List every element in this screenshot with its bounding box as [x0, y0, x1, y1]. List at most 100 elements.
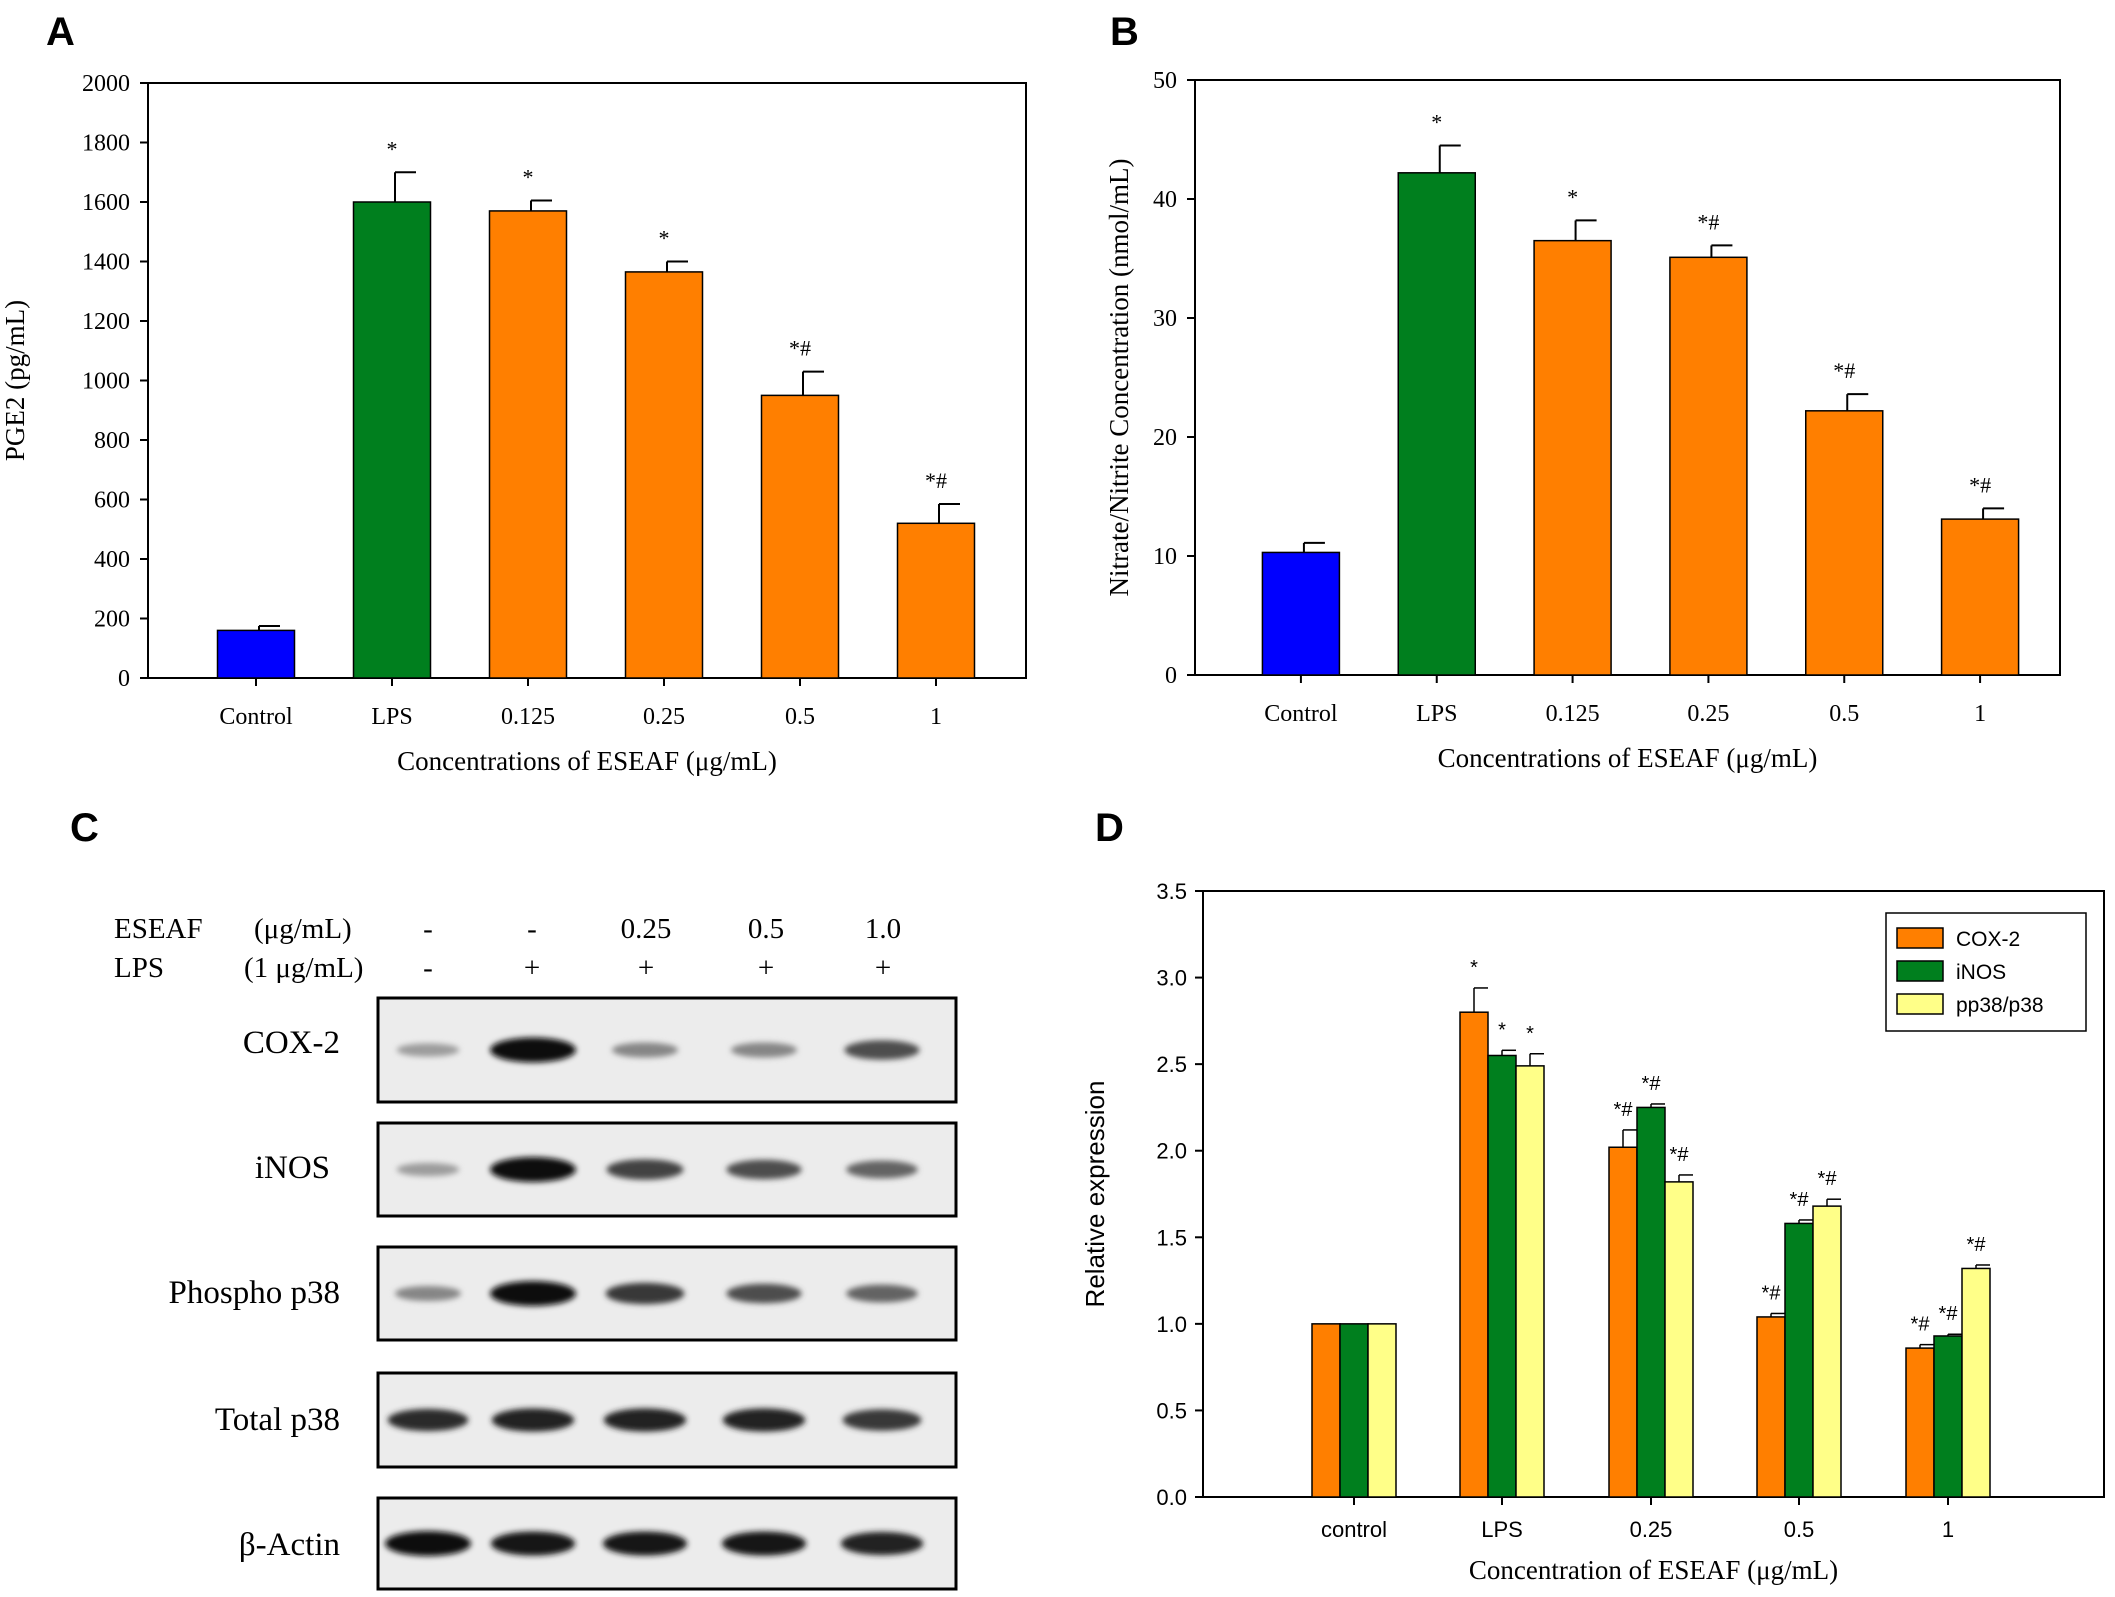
legend-swatch	[1896, 960, 1944, 982]
x-tick-label: 0.125	[1546, 701, 1600, 727]
bar-pp38-p38	[1664, 1181, 1694, 1498]
significance-label: *	[1526, 1023, 1534, 1045]
legend: COX-2 iNOS pp38/p38	[1885, 912, 2087, 1032]
y-tick-label: 10	[1153, 544, 1177, 570]
significance-label: *	[1431, 109, 1442, 134]
y-tick-label: 0.0	[1156, 1485, 1187, 1510]
blot-band	[385, 1531, 471, 1556]
blot-band	[490, 1531, 576, 1556]
lps-value: +	[523, 952, 541, 984]
blot-band	[726, 1283, 802, 1304]
x-tick-label: 0.125	[501, 704, 555, 730]
significance-label: *#	[1818, 1168, 1838, 1190]
y-tick-label: 3.5	[1156, 879, 1187, 904]
lps-value: -	[423, 952, 433, 984]
bar	[760, 394, 840, 679]
bar-cox-2	[1756, 1316, 1786, 1498]
blot-band	[606, 1159, 684, 1180]
blot-band	[846, 1284, 918, 1303]
bar-cox-2	[1311, 1323, 1341, 1498]
significance-label: *#	[1967, 1234, 1987, 1256]
blot-band	[491, 1408, 575, 1432]
eseaf-header-label: ESEAF	[114, 913, 203, 945]
bar	[1261, 551, 1341, 676]
bar-inos	[1933, 1335, 1963, 1498]
eseaf-value: 0.25	[620, 913, 672, 945]
x-axis-label: Concentration of ESEAF (μg/mL)	[1469, 1555, 1838, 1585]
significance-label: *	[1498, 1019, 1506, 1041]
blot-band	[490, 1281, 576, 1306]
significance-label: *#	[1614, 1099, 1634, 1121]
bar-cox-2	[1608, 1146, 1638, 1498]
y-tick-label: 400	[94, 547, 130, 573]
y-tick-label: 50	[1153, 68, 1177, 94]
significance-label: *#	[1642, 1073, 1662, 1095]
x-tick-label: 1	[1974, 701, 1986, 727]
lps-header-label: LPS	[114, 952, 164, 984]
y-tick-label: 0.5	[1156, 1398, 1187, 1423]
blot-band	[730, 1042, 798, 1058]
western-blot-panel: ESEAF (μg/mL) LPS (1 μg/mL) - - 0.25 0.5…	[0, 800, 1060, 1597]
y-tick-label: 1.5	[1156, 1225, 1187, 1250]
lps-header-unit: (1 μg/mL)	[244, 952, 364, 984]
x-tick-label: LPS	[1481, 1517, 1523, 1542]
significance-label: *#	[1969, 472, 1991, 497]
y-tick-label: 3.0	[1156, 966, 1187, 991]
blot-band	[490, 1157, 576, 1182]
blot-band	[396, 1162, 460, 1177]
significance-label: *	[1567, 184, 1578, 209]
y-tick-label: 800	[94, 428, 130, 454]
x-tick-label: Control	[219, 704, 293, 730]
lps-value: +	[874, 952, 892, 984]
y-tick-label: 0	[1165, 663, 1177, 689]
blot-band	[602, 1531, 688, 1556]
y-tick-label: 30	[1153, 306, 1177, 332]
significance-label: *#	[925, 468, 947, 493]
blot-band	[605, 1282, 685, 1305]
bar-inos	[1784, 1222, 1814, 1498]
y-axis-label: Nitrate/Nitrite Concentration (nmol/mL)	[1104, 159, 1134, 597]
x-tick-label: LPS	[371, 704, 412, 730]
significance-label: *#	[1833, 358, 1855, 383]
x-tick-label: Control	[1264, 701, 1338, 727]
blot-band	[396, 1043, 460, 1057]
y-tick-label: 1200	[82, 309, 130, 335]
chart-a-pge2: 0 200 400 600 800 1000 1200 1400 1600 1800 2000 Con…	[0, 71, 1027, 776]
blot-band	[844, 1040, 920, 1060]
bar-pp38-p38	[1961, 1267, 1991, 1498]
eseaf-value: 1.0	[864, 913, 902, 945]
significance-label: *#	[1670, 1144, 1690, 1166]
x-tick-label: control	[1321, 1517, 1387, 1542]
panel-label-c: C	[70, 806, 99, 850]
x-tick-label: LPS	[1416, 701, 1457, 727]
blot-band	[490, 1037, 576, 1063]
chart-d-relative-expression: 0.0 0.5 1.0 1.5 2.0 2.5 3.0 3.5 control * * * LPS *# *…	[1080, 879, 2105, 1585]
significance-label: *	[659, 226, 670, 251]
bar-cox-2	[1459, 1011, 1489, 1498]
eseaf-value: -	[527, 913, 537, 945]
blot-band	[726, 1159, 802, 1180]
significance-label: *#	[1697, 209, 1719, 234]
plot-frame	[147, 82, 1027, 679]
significance-label: *#	[789, 336, 811, 361]
y-axis-label: PGE2 (pg/mL)	[0, 300, 30, 461]
x-tick-label: 0.5	[1829, 701, 1859, 727]
x-tick-label: 0.5	[785, 704, 815, 730]
blot-band	[721, 1531, 807, 1556]
y-tick-label: 1.0	[1156, 1312, 1187, 1337]
bar-pp38-p38	[1515, 1065, 1545, 1498]
bar	[1805, 410, 1884, 676]
bar	[1669, 256, 1748, 676]
blot-band	[842, 1409, 922, 1431]
x-tick-label: 0.25	[1687, 701, 1729, 727]
y-tick-label: 1600	[82, 190, 130, 216]
x-axis-label: Concentrations of ESEAF (μg/mL)	[1438, 743, 1818, 773]
significance-label: *#	[1911, 1314, 1931, 1336]
legend-swatch	[1896, 927, 1944, 949]
y-tick-label: 20	[1153, 425, 1177, 451]
significance-label: *	[1470, 957, 1478, 979]
blot-label-inos: iNOS	[254, 1150, 330, 1186]
blot-band	[846, 1160, 918, 1179]
y-tick-label: 2000	[82, 71, 130, 97]
bar-pp38-p38	[1812, 1205, 1842, 1498]
